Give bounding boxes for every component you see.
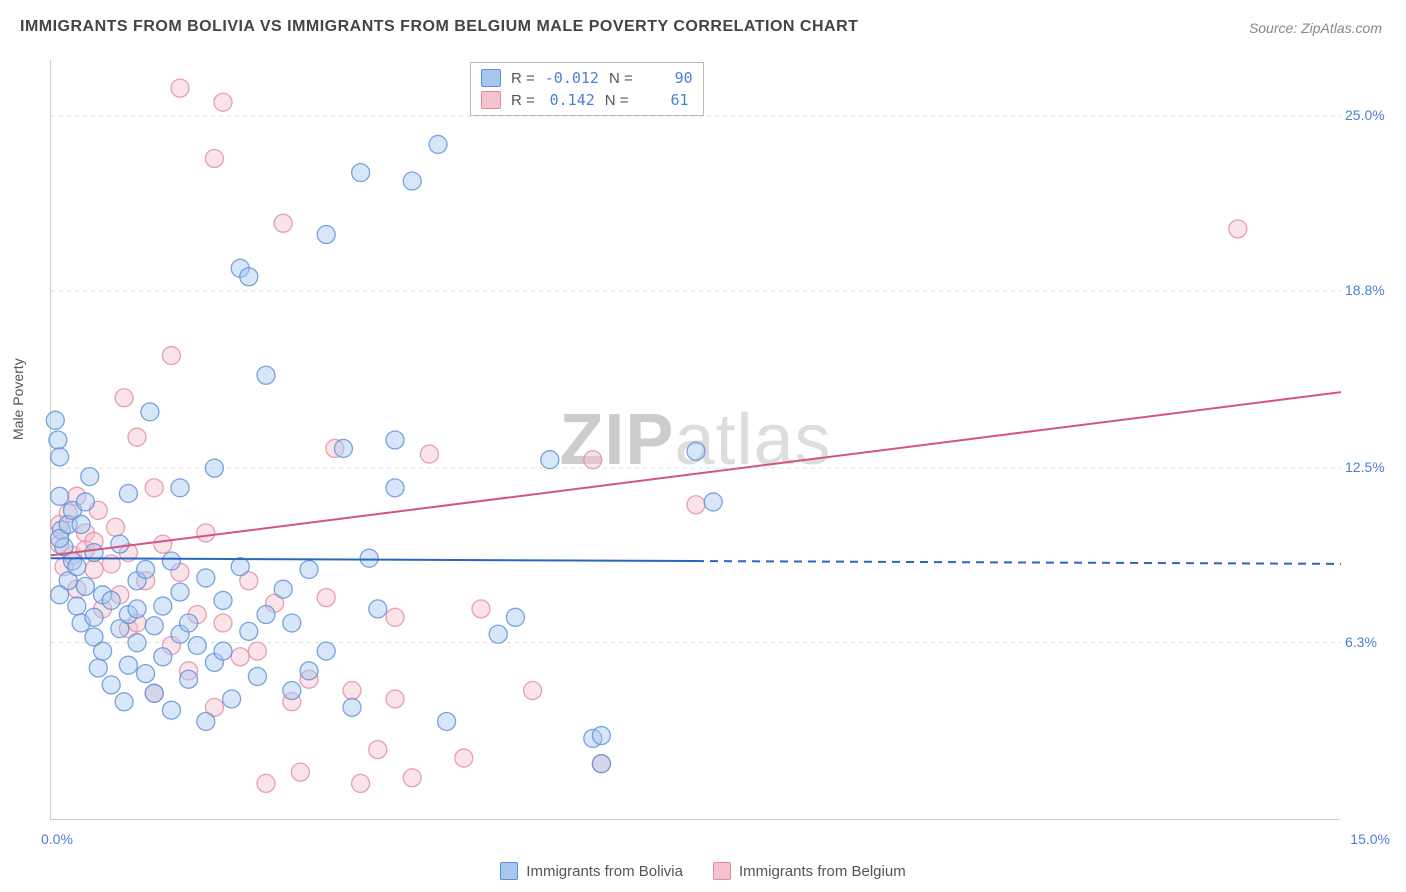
stats-legend-box: R = -0.012 N = 90 R = 0.142 N = 61 (470, 62, 704, 116)
N-value-bolivia: 90 (643, 69, 693, 87)
scatter-svg (51, 60, 1340, 819)
R-value-bolivia: -0.012 (545, 69, 599, 87)
y-axis-label: Male Poverty (10, 358, 26, 440)
source-value: ZipAtlas.com (1301, 20, 1382, 36)
source-label: Source: (1249, 20, 1301, 36)
R-label-2: R = (511, 92, 535, 109)
bottom-legend: Immigrants from Bolivia Immigrants from … (0, 862, 1406, 880)
x-tick-min: 0.0% (41, 831, 73, 847)
y-tick-label: 25.0% (1345, 107, 1400, 123)
y-tick-label: 6.3% (1345, 634, 1400, 650)
stats-row-belgium: R = 0.142 N = 61 (481, 89, 693, 111)
N-value-belgium: 61 (639, 91, 689, 109)
R-value-belgium: 0.142 (545, 91, 595, 109)
x-tick-max: 15.0% (1350, 831, 1390, 847)
y-tick-label: 12.5% (1345, 459, 1400, 475)
swatch-bolivia (481, 69, 501, 87)
stats-row-bolivia: R = -0.012 N = 90 (481, 67, 693, 89)
legend-item-belgium: Immigrants from Belgium (713, 862, 906, 880)
legend-label-belgium: Immigrants from Belgium (739, 863, 906, 880)
legend-label-bolivia: Immigrants from Bolivia (526, 863, 683, 880)
N-label: N = (609, 70, 633, 87)
chart-title: IMMIGRANTS FROM BOLIVIA VS IMMIGRANTS FR… (20, 18, 858, 36)
y-tick-label: 18.8% (1345, 282, 1400, 298)
R-label: R = (511, 70, 535, 87)
chart-container: IMMIGRANTS FROM BOLIVIA VS IMMIGRANTS FR… (0, 0, 1406, 892)
N-label-2: N = (605, 92, 629, 109)
legend-item-bolivia: Immigrants from Bolivia (500, 862, 683, 880)
legend-swatch-belgium (713, 862, 731, 880)
swatch-belgium (481, 91, 501, 109)
plot-area: ZIPatlas 0.0% 15.0% 6.3%12.5%18.8%25.0% (50, 60, 1340, 820)
source-attribution: Source: ZipAtlas.com (1249, 20, 1382, 36)
legend-swatch-bolivia (500, 862, 518, 880)
